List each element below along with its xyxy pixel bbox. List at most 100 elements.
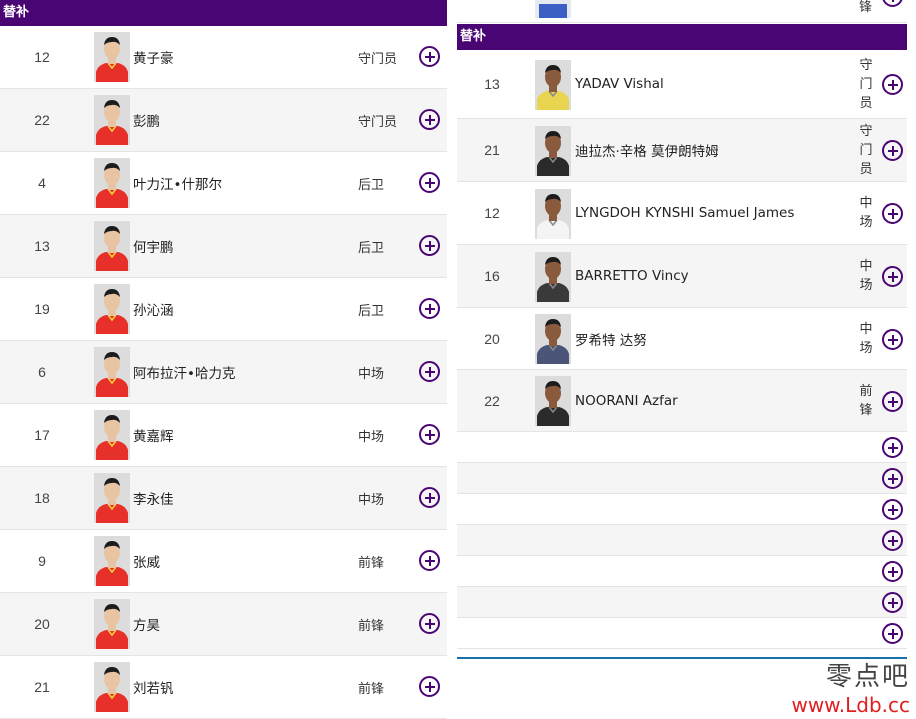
player-name[interactable]: 张威 xyxy=(133,555,160,571)
watermark-text: 零点吧 xyxy=(825,662,910,692)
add-player-button[interactable] xyxy=(419,46,440,67)
player-position: 守门员 xyxy=(859,123,873,177)
player-number: 19 xyxy=(34,301,50,317)
add-player-button[interactable] xyxy=(419,550,440,571)
add-player-button[interactable] xyxy=(882,266,903,287)
player-position: 前锋 xyxy=(358,681,385,697)
add-player-button[interactable] xyxy=(882,623,903,644)
player-position: 守门员 xyxy=(358,51,398,67)
player-name[interactable]: 彭鹏 xyxy=(133,114,160,130)
add-player-button[interactable] xyxy=(882,592,903,613)
home-substitutes-header: 替补 xyxy=(0,0,447,26)
player-number: 22 xyxy=(34,112,50,128)
empty-row xyxy=(457,525,907,556)
player-number: 12 xyxy=(484,205,500,221)
player-name[interactable]: 李永佳 xyxy=(133,492,174,508)
player-name[interactable]: LYNGDOH KYNSHI Samuel James xyxy=(575,205,795,221)
player-photo xyxy=(535,189,571,239)
player-photo xyxy=(94,284,130,334)
add-player-button[interactable] xyxy=(419,298,440,319)
player-row: 12 LYNGDOH KYNSHI Samuel James 中场 xyxy=(457,182,907,245)
add-player-button[interactable] xyxy=(882,437,903,458)
player-position: 中场 xyxy=(859,196,873,230)
player-position: 后卫 xyxy=(358,303,385,319)
add-player-button[interactable] xyxy=(882,329,903,350)
add-player-button[interactable] xyxy=(419,424,440,445)
player-row: 19 孙沁涵 后卫 xyxy=(0,278,447,341)
player-photo xyxy=(535,376,571,426)
add-player-button[interactable] xyxy=(419,613,440,634)
player-position: 后卫 xyxy=(358,177,385,193)
player-position: 中场 xyxy=(859,259,873,293)
player-name[interactable]: 何宇鹏 xyxy=(133,240,174,256)
player-number: 4 xyxy=(38,175,46,191)
add-player-button[interactable] xyxy=(882,468,903,489)
empty-row xyxy=(457,494,907,525)
empty-row xyxy=(457,587,907,618)
player-number: 20 xyxy=(34,616,50,632)
player-number: 6 xyxy=(38,364,46,380)
player-photo xyxy=(94,473,130,523)
player-number: 18 xyxy=(34,490,50,506)
player-number: 13 xyxy=(484,76,500,92)
player-name[interactable]: 迪拉杰·辛格 莫伊朗特姆 xyxy=(575,144,719,160)
player-row: 20 方昊 前锋 xyxy=(0,593,447,656)
player-number: 22 xyxy=(484,392,500,409)
watermark: 零点吧 www.Ldb.cc xyxy=(792,656,910,717)
player-number: 21 xyxy=(34,679,50,695)
home-substitutes-list: 12 黄子豪 守门员 22 彭鹏 守门员 4 叶力江•什那尔 后卫 13 何宇鹏 后卫 19 孙沁涵 后卫 6… xyxy=(0,26,447,719)
player-number: 20 xyxy=(484,330,500,347)
player-photo xyxy=(94,32,130,82)
add-player-button[interactable] xyxy=(882,74,903,95)
add-player-button[interactable] xyxy=(882,203,903,224)
player-name[interactable]: YADAV Vishal xyxy=(575,76,664,92)
empty-row xyxy=(457,556,907,587)
player-photo xyxy=(535,0,571,18)
player-photo xyxy=(535,314,571,364)
player-number: 9 xyxy=(38,553,46,569)
player-photo xyxy=(94,158,130,208)
add-player-button[interactable] xyxy=(882,530,903,551)
player-position: 中场 xyxy=(358,492,385,508)
player-row: 21 迪拉杰·辛格 莫伊朗特姆 守门员 xyxy=(457,119,907,182)
add-player-button[interactable] xyxy=(419,487,440,508)
player-photo xyxy=(535,126,571,176)
player-row: 12 黄子豪 守门员 xyxy=(0,26,447,89)
player-name[interactable]: 黄子豪 xyxy=(133,51,174,67)
player-photo xyxy=(94,410,130,460)
player-name[interactable]: 刘若钒 xyxy=(133,681,174,697)
player-row: 6 阿布拉汗•哈力克 中场 xyxy=(0,341,447,404)
player-name[interactable]: 黄嘉辉 xyxy=(133,429,174,445)
table-bottom-border xyxy=(457,657,907,659)
player-photo xyxy=(94,221,130,271)
player-name[interactable]: 方昊 xyxy=(133,618,160,634)
add-player-button[interactable] xyxy=(419,109,440,130)
away-substitutes-list: 13 YADAV Vishal 守门员 21 迪拉杰·辛格 莫伊朗特姆 守门员 12 LYNG… xyxy=(457,50,907,432)
player-row: 21 刘若钒 前锋 xyxy=(0,656,447,719)
add-player-button[interactable] xyxy=(419,676,440,697)
add-player-button[interactable] xyxy=(419,361,440,382)
player-row: 13 YADAV Vishal 守门员 xyxy=(457,50,907,119)
previous-row-remnant: 锋 xyxy=(457,0,907,23)
add-player-button[interactable] xyxy=(882,391,903,412)
player-photo xyxy=(535,252,571,302)
add-player-button[interactable] xyxy=(419,235,440,256)
player-name[interactable]: 罗希特 达努 xyxy=(575,332,647,349)
player-row: 9 张威 前锋 xyxy=(0,530,447,593)
add-player-button[interactable] xyxy=(882,0,903,7)
player-name[interactable]: 孙沁涵 xyxy=(133,303,174,319)
add-player-button[interactable] xyxy=(882,561,903,582)
add-player-button[interactable] xyxy=(882,499,903,520)
player-name[interactable]: BARRETTO Vincy xyxy=(575,268,689,284)
player-photo xyxy=(535,60,571,110)
player-photo xyxy=(94,536,130,586)
player-row: 18 李永佳 中场 xyxy=(0,467,447,530)
player-name[interactable]: 阿布拉汗•哈力克 xyxy=(133,366,236,382)
player-position: 锋 xyxy=(859,0,873,14)
add-player-button[interactable] xyxy=(419,172,440,193)
player-name[interactable]: NOORANI Azfar xyxy=(575,392,678,409)
add-player-button[interactable] xyxy=(882,140,903,161)
player-name[interactable]: 叶力江•什那尔 xyxy=(133,177,222,193)
player-position: 前锋 xyxy=(358,618,385,634)
away-substitutes-header: 替补 xyxy=(457,24,907,50)
